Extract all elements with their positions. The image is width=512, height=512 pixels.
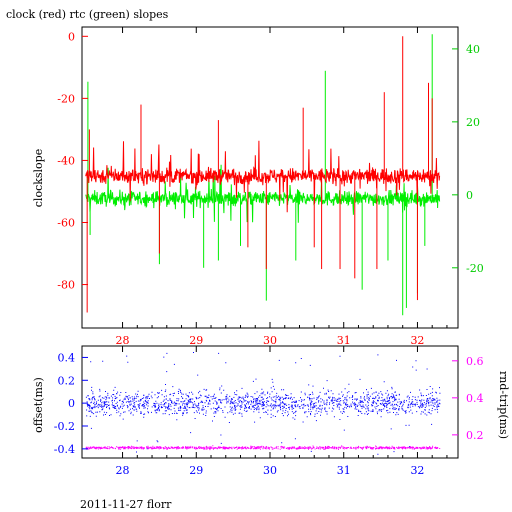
offset-points xyxy=(85,352,441,455)
bottom-y-axis-label: offset(ms) xyxy=(32,377,45,433)
top-x-tick-label: 31 xyxy=(337,334,351,347)
top-chart-title: clock (red) rtc (green) slopes xyxy=(6,8,169,21)
top-y-tick-label: -20 xyxy=(57,92,75,105)
bottom-y-tick-label: -0.4 xyxy=(54,443,75,456)
bottom-y2-tick-label: 0.2 xyxy=(466,429,484,442)
top-y2-tick-label: -20 xyxy=(466,262,484,275)
bottom-y-tick-label: 0 xyxy=(68,397,75,410)
bottom-x-tick-label: 32 xyxy=(410,464,424,477)
bottom-y2-tick-label: 0.6 xyxy=(466,355,484,368)
rnd-trip-points xyxy=(85,445,441,451)
top-y2-tick-label: 20 xyxy=(466,116,480,129)
top-x-tick-label: 30 xyxy=(263,334,277,347)
top-series-layer xyxy=(85,34,441,316)
top-y2-tick-label: 40 xyxy=(466,43,480,56)
top-y-tick-label: -80 xyxy=(57,279,75,292)
top-x-tick-label: 28 xyxy=(116,334,130,347)
top-y-tick-label: -60 xyxy=(57,216,75,229)
rtc-series-line xyxy=(85,164,441,223)
top-y-tick-label: 0 xyxy=(68,30,75,43)
bottom-x-tick-label: 30 xyxy=(263,464,277,477)
bottom-y2-tick-label: 0.4 xyxy=(466,392,484,405)
top-axes-layer: 28 29 30 31 32 0 -20 -40 -60 -80 40 20 0 -20 xyxy=(57,27,484,347)
top-y2-tick-label: 0 xyxy=(466,189,473,202)
clock-slopes-panel: 28 29 30 31 32 0 -20 -40 -60 -80 40 20 0 -20 clockslo… xyxy=(32,26,484,347)
bottom-x-tick-label: 31 xyxy=(337,464,351,477)
bottom-series-layer xyxy=(85,352,441,455)
top-x-tick-label: 29 xyxy=(189,334,203,347)
bottom-y-tick-label: 0.2 xyxy=(58,374,76,387)
top-y-axis-label: clockslope xyxy=(32,149,45,207)
top-y-tick-label: -40 xyxy=(57,154,75,167)
bottom-y-tick-label: 0.4 xyxy=(58,351,76,364)
top-x-tick-label: 32 xyxy=(410,334,424,347)
clock-series-line xyxy=(85,140,441,213)
bottom-axes-layer: 28 29 30 31 32 0.4 0.2 0 -0.2 -0.4 0.6 0.4 0.2 xyxy=(54,346,484,477)
footer-caption: 2011-11-27 florr xyxy=(80,498,172,511)
bottom-x-tick-label: 29 xyxy=(189,464,203,477)
bottom-y-tick-label: -0.2 xyxy=(54,420,75,433)
offset-rndtrip-panel: 28 29 30 31 32 0.4 0.2 0 -0.2 -0.4 0.6 0.4 0.2 offse… xyxy=(32,345,510,477)
bottom-y2-axis-label: rnd-trip(ms) xyxy=(497,371,510,439)
bottom-x-tick-label: 28 xyxy=(116,464,130,477)
